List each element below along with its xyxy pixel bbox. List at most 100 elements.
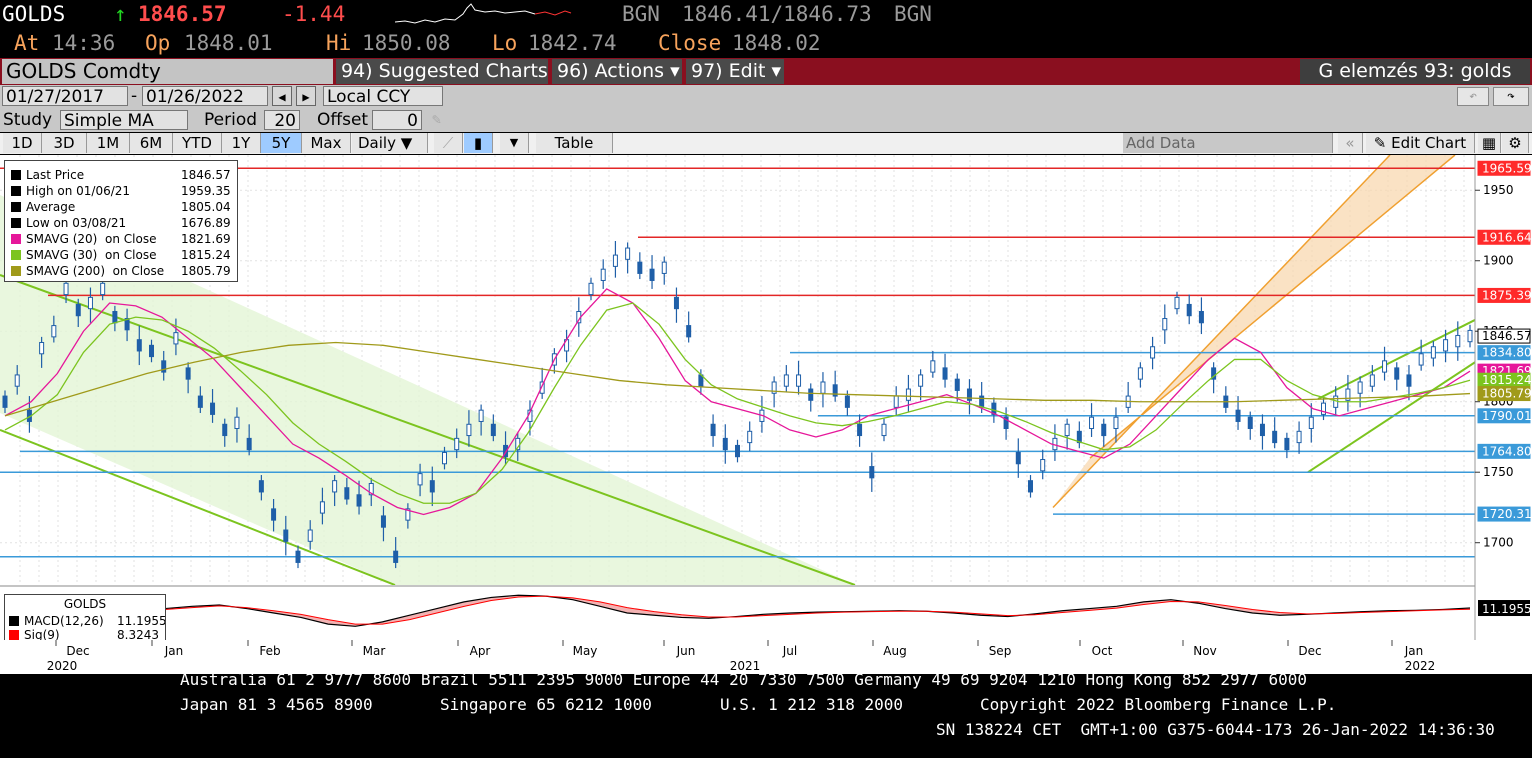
legend-row[interactable]: High on 01/06/21 1959.35 bbox=[11, 183, 231, 199]
study-value: Simple MA bbox=[64, 111, 154, 131]
add-data-input[interactable]: Add Data bbox=[1123, 133, 1333, 153]
footer-phones: Australia 61 2 9777 8600 Brazil 5511 239… bbox=[180, 670, 1308, 689]
price-candle bbox=[271, 508, 277, 521]
suggested-charts-button[interactable]: 94) Suggested Charts bbox=[336, 59, 548, 84]
date-dash: - bbox=[131, 86, 138, 106]
price-candle bbox=[1259, 423, 1265, 437]
collapse-icon[interactable]: « bbox=[1338, 133, 1363, 153]
chart-type-dropdown-icon[interactable]: ▼ bbox=[500, 133, 529, 153]
macd-legend-label: MACD(12,26) bbox=[24, 614, 104, 628]
price-candle bbox=[588, 282, 594, 296]
price-candle bbox=[478, 409, 484, 422]
price-candle bbox=[1101, 423, 1107, 437]
pencil-icon[interactable]: ✎ bbox=[432, 110, 442, 128]
security-field[interactable]: GOLDS Comdty bbox=[2, 59, 333, 84]
macd-legend-value: 11.1955 bbox=[117, 614, 166, 628]
moving-average-line bbox=[4, 341, 1471, 417]
sparkline bbox=[395, 3, 572, 24]
legend-row[interactable]: SMAVG (20) on Close 1821.69 bbox=[11, 231, 231, 247]
x-tick-label: Dec bbox=[1298, 644, 1321, 658]
offset-input[interactable]: 0 bbox=[372, 110, 422, 131]
price-candle bbox=[173, 332, 179, 345]
start-date-field[interactable]: 01/27/2017 bbox=[2, 86, 128, 107]
up-arrow-icon: ↑ bbox=[114, 2, 127, 26]
low-value: 1842.74 bbox=[528, 31, 617, 55]
macd-legend-value: 8.3243 bbox=[117, 628, 159, 642]
range-3d[interactable]: 3D bbox=[42, 133, 87, 153]
price-chart[interactable]: 1950190018501800175017001965.591916.6418… bbox=[0, 155, 1532, 585]
currency-select[interactable]: Local CCY bbox=[323, 86, 443, 107]
range-max[interactable]: Max bbox=[302, 133, 351, 153]
footer-japan: Japan 81 3 4565 8900 bbox=[180, 695, 373, 714]
price-candle bbox=[1015, 451, 1021, 465]
macd-chart[interactable]: 11.1955 bbox=[0, 585, 1532, 640]
forward-arrow-icon[interactable]: ▶ bbox=[296, 86, 316, 106]
price-candle bbox=[991, 402, 997, 415]
actions-button[interactable]: 96) Actions ▾ bbox=[552, 59, 682, 84]
descending-channel-lower bbox=[0, 428, 396, 585]
table-button[interactable]: Table bbox=[536, 133, 613, 153]
y-tick-label: 1950 bbox=[1483, 183, 1514, 197]
range-1y[interactable]: 1Y bbox=[222, 133, 261, 153]
price-candle bbox=[539, 381, 545, 394]
line-chart-icon[interactable]: ⟋ bbox=[434, 133, 463, 153]
end-date-field[interactable]: 01/26/2022 bbox=[142, 86, 268, 107]
chart-legend[interactable]: Last Price 1846.57 High on 01/06/21 1959.35… bbox=[4, 160, 238, 282]
footer-copyright: Copyright 2022 Bloomberg Finance L.P. bbox=[980, 695, 1337, 714]
price-candle bbox=[1186, 303, 1192, 317]
currency-value: Local CCY bbox=[327, 87, 411, 107]
bar-chart-icon[interactable]: ▮ bbox=[464, 133, 493, 153]
redo-icon[interactable]: ↷ bbox=[1493, 87, 1529, 106]
macd-legend-swatch bbox=[9, 630, 19, 640]
range-ytd[interactable]: YTD bbox=[173, 133, 222, 153]
macd-tag-box bbox=[1478, 600, 1530, 617]
options-icon[interactable]: ⚙ bbox=[1502, 133, 1529, 153]
price-tag-label: 1965.59 bbox=[1482, 161, 1532, 175]
price-candle bbox=[185, 367, 191, 380]
price-candle bbox=[783, 374, 789, 387]
price-candle bbox=[1028, 480, 1033, 493]
price-tag-box bbox=[1477, 386, 1531, 402]
price-tag-label: 1720.31 bbox=[1482, 507, 1532, 521]
price-candle bbox=[1113, 416, 1119, 430]
price-candle bbox=[747, 430, 753, 444]
back-arrow-icon[interactable]: ◀ bbox=[272, 86, 292, 106]
legend-swatch bbox=[11, 170, 21, 180]
price-candle bbox=[1198, 310, 1204, 324]
ascending-channel-lower bbox=[1089, 155, 1456, 459]
price-tag-label: 1790.01 bbox=[1482, 409, 1532, 423]
study-select[interactable]: Simple MA bbox=[60, 110, 188, 131]
range-5y[interactable]: 5Y bbox=[261, 133, 302, 153]
at-label: At bbox=[14, 31, 40, 55]
range-1m[interactable]: 1M bbox=[87, 133, 130, 153]
ask-source: BGN bbox=[894, 2, 932, 26]
legend-label: SMAVG (20) on Close bbox=[26, 232, 157, 246]
x-tick-label: Sep bbox=[989, 644, 1012, 658]
legend-row[interactable]: Average 1805.04 bbox=[11, 199, 231, 215]
price-candle bbox=[808, 388, 814, 401]
legend-swatch bbox=[11, 218, 21, 228]
price-candle bbox=[380, 515, 386, 528]
edit-button[interactable]: 97) Edit ▾ bbox=[686, 59, 784, 84]
price-candle bbox=[1174, 296, 1180, 310]
undo-icon[interactable]: ↶ bbox=[1457, 87, 1489, 106]
frequency-select[interactable]: Daily ▼ bbox=[352, 133, 428, 153]
macd-background bbox=[0, 585, 1532, 640]
price-candle bbox=[503, 444, 509, 458]
price-candle bbox=[112, 310, 118, 324]
legend-row[interactable]: Last Price 1846.57 bbox=[11, 167, 231, 183]
range-1d[interactable]: 1D bbox=[3, 133, 42, 153]
chart-settings-icon[interactable]: ▦ bbox=[1478, 133, 1501, 153]
legend-row[interactable]: SMAVG (200) on Close 1805.79 bbox=[11, 263, 231, 279]
legend-row[interactable]: Low on 03/08/21 1676.89 bbox=[11, 215, 231, 231]
legend-value: 1846.57 bbox=[181, 168, 231, 182]
price-candle bbox=[344, 487, 350, 500]
analysis-title: G elemzés 93: golds bbox=[1300, 59, 1530, 84]
edit-chart-button[interactable]: ✎ Edit Chart bbox=[1366, 133, 1475, 153]
descending-channel-fill bbox=[0, 195, 855, 585]
legend-row[interactable]: SMAVG (30) on Close 1815.24 bbox=[11, 247, 231, 263]
period-input[interactable]: 20 bbox=[264, 110, 300, 131]
range-6m[interactable]: 6M bbox=[130, 133, 173, 153]
price-candle bbox=[1406, 374, 1412, 387]
price-candle bbox=[649, 268, 655, 281]
